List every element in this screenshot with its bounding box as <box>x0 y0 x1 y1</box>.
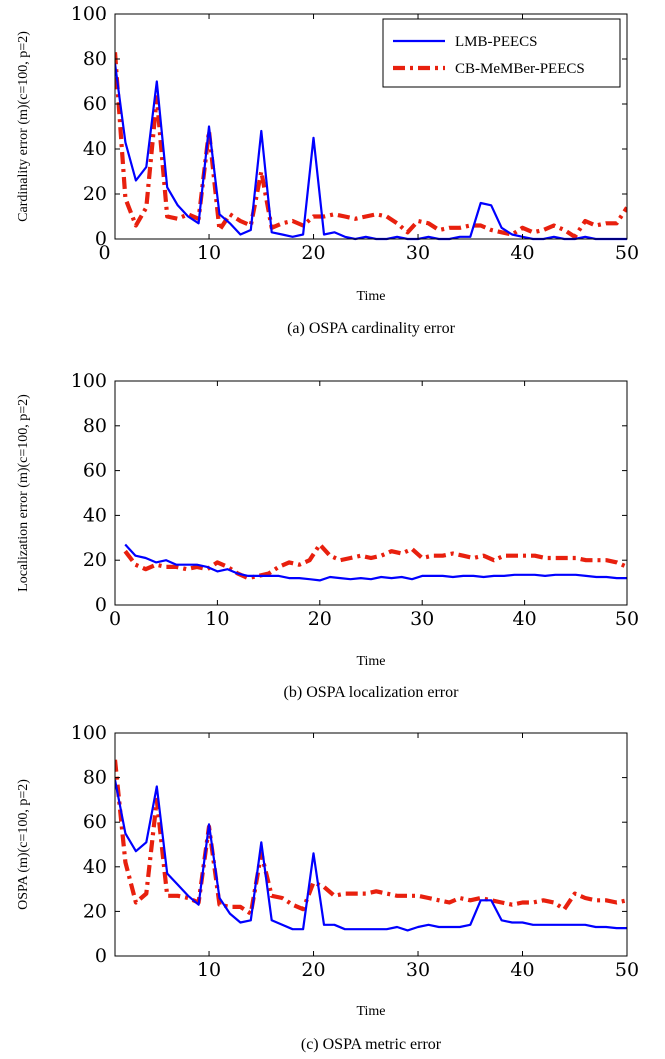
y-tick-label: 60 <box>83 460 107 482</box>
y-tick-label: 40 <box>83 138 107 160</box>
legend: LMB-PEECS CB-MeMBer-PEECS <box>382 18 621 88</box>
x-tick-label: 0 <box>109 608 121 630</box>
y-tick-label: 60 <box>83 93 107 115</box>
legend-box <box>382 18 621 88</box>
x-tick-label: 30 <box>406 959 430 981</box>
x-tick-label: 50 <box>615 608 639 630</box>
x-tick-label: 40 <box>513 608 537 630</box>
series-line-cb-member-peecs <box>123 542 627 581</box>
plot-frame <box>114 380 628 606</box>
y-tick-label: 20 <box>83 549 107 571</box>
x-tick-label: 20 <box>308 608 332 630</box>
x-tick-label: 40 <box>510 959 534 981</box>
y-tick-label: 40 <box>83 504 107 526</box>
x-tick-label: 30 <box>406 242 430 264</box>
y-tick-label: 100 <box>71 722 107 744</box>
plot-frame <box>114 13 628 240</box>
x-tick-label: 40 <box>510 242 534 264</box>
y-axis-label: Localization error (m)(c=100, p=2) <box>16 394 31 592</box>
y-axis-label: OSPA (m)(c=100, p=2) <box>16 779 31 910</box>
x-tick-label: 50 <box>615 242 639 264</box>
x-tick-label: 10 <box>205 608 229 630</box>
chart-panel-1: 0 10 20 30 40 50 0 20 40 60 80 100 Time Cardinality e… <box>16 3 639 337</box>
series-line-cb-member-peecs <box>115 759 627 916</box>
y-tick-label: 0 <box>95 594 107 616</box>
x-tick-label: 30 <box>410 608 434 630</box>
x-axis-label: Time <box>356 654 385 669</box>
x-axis-label: Time <box>356 289 385 304</box>
series-line-lmb-peecs <box>124 543 627 582</box>
y-tick-label: 20 <box>83 183 107 205</box>
y-tick-label: 40 <box>83 856 107 878</box>
panel-caption: (a) OSPA cardinality error <box>287 320 455 337</box>
x-axis-label: Time <box>356 1004 385 1019</box>
panel-caption: (c) OSPA metric error <box>301 1036 442 1053</box>
legend-label: LMB-PEECS <box>455 34 538 50</box>
panel-caption: (b) OSPA localization error <box>284 684 460 701</box>
y-axis-label: Cardinality error (m)(c=100, p=2) <box>16 31 31 222</box>
plot-frame <box>114 732 628 957</box>
series-group <box>115 759 627 932</box>
y-tick-label: 80 <box>83 415 107 437</box>
x-tick-label: 10 <box>197 242 221 264</box>
y-tick-label: 0 <box>95 945 107 967</box>
series-group <box>123 542 627 582</box>
x-tick-label: 20 <box>301 242 325 264</box>
x-tick-label: 0 <box>99 242 111 264</box>
legend-label: CB-MeMBer-PEECS <box>455 61 585 77</box>
series-line-lmb-peecs <box>115 779 627 932</box>
chart-panel-3: 10 20 30 40 50 0 20 40 60 80 100 Time OSPA (m)(c=100… <box>16 722 639 1053</box>
y-tick-label: 100 <box>71 3 107 25</box>
x-tick-label: 20 <box>301 959 325 981</box>
series-line-lmb-peecs <box>115 63 627 241</box>
y-tick-label: 20 <box>83 900 107 922</box>
y-tick-label: 80 <box>83 48 107 70</box>
chart-panel-2: 0 10 20 30 40 50 0 20 40 60 80 100 Time Localization … <box>16 370 639 701</box>
y-tick-label: 100 <box>71 370 107 392</box>
x-tick-label: 50 <box>615 959 639 981</box>
y-tick-label: 0 <box>95 228 107 250</box>
y-tick-label: 60 <box>83 811 107 833</box>
x-tick-label: 10 <box>197 959 221 981</box>
y-tick-label: 80 <box>83 767 107 789</box>
series-line-cb-member-peecs <box>115 52 627 239</box>
